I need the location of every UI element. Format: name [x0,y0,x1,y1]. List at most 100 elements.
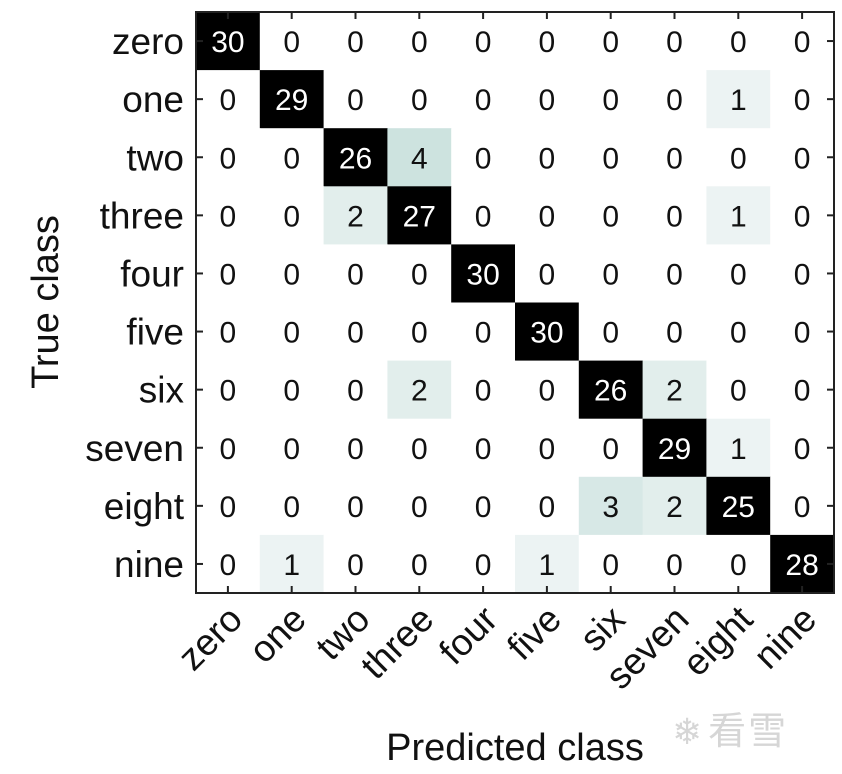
cell-value-label: 1 [730,84,747,117]
cell-value-label: 1 [730,433,747,466]
cell-value-label: 0 [347,375,364,408]
cell-value-label: 0 [475,433,492,466]
cell-value-label: 0 [539,142,556,175]
y-tick-label: seven [85,428,184,469]
heatmap-cell [706,302,771,362]
cell-value-label: 0 [730,26,747,59]
cell-value-label: 0 [730,375,747,408]
cell-value-label: 0 [794,433,811,466]
cell-value-label: 0 [411,26,428,59]
heatmap-cell [387,186,452,245]
heatmap-cell [706,128,771,187]
heatmap-cell [323,12,388,71]
cell-value-label: 0 [539,375,556,408]
cell-value-label: 1 [283,549,300,582]
cell-value-label: 0 [411,258,428,291]
heatmap-cell [451,128,516,187]
cell-value-label: 0 [220,375,237,408]
x-tick-label: eight [675,598,761,684]
cell-value-label: 0 [220,433,237,466]
cell-value-label: 0 [347,26,364,59]
cell-value-label: 0 [666,142,683,175]
cell-value-label: 0 [283,142,300,175]
heatmap-cell [387,12,452,71]
cell-value-label: 26 [339,142,372,175]
heatmap-cell [578,244,644,303]
cell-value-label: 0 [794,26,811,59]
heatmap-cell [387,244,452,303]
heatmap-cell [387,360,452,420]
cell-value-label: 0 [283,258,300,291]
heatmap-cell [259,128,325,187]
heatmap-cell [642,186,707,245]
snowflake-icon: ❄ [672,712,705,753]
cell-value-label: 0 [539,491,556,524]
heatmap-cell [323,534,388,594]
y-tick-label: three [100,195,184,236]
heatmap-cell [578,418,644,478]
heatmap-cell [515,128,580,187]
cell-value-label: 0 [794,200,811,233]
heatmap-cell [451,244,516,303]
heatmap-cell [323,302,388,362]
cell-value-label: 0 [602,317,619,350]
cell-value-label: 0 [475,549,492,582]
cell-value-label: 1 [730,200,747,233]
heatmap-cell [196,534,261,594]
cell-value-label: 26 [594,375,627,408]
cell-value-label: 0 [666,549,683,582]
heatmap-cell [451,12,516,71]
cell-value-label: 0 [411,433,428,466]
heatmap-cell [323,70,388,129]
heatmap-cell [387,128,452,187]
cell-value-label: 0 [539,258,556,291]
heatmap-cell [196,128,261,187]
heatmap-cell [259,476,325,536]
cell-value-label: 0 [730,142,747,175]
heatmap-cell [706,418,771,478]
heatmap-cell [387,302,452,362]
cell-value-label: 28 [785,549,818,582]
cell-value-label: 0 [347,317,364,350]
heatmap-cell [515,70,580,129]
cell-value-label: 0 [539,433,556,466]
plot-frame [195,11,835,594]
heatmap-cell [259,360,325,420]
y-tick-labels: zero one two three four five six seven eight nine [85,21,184,585]
heatmap-cell [642,70,707,129]
axis-ticks [196,12,834,593]
heatmap-cell [259,244,325,303]
heatmap-cell [196,70,261,129]
heatmap-cell [642,360,707,420]
heatmap-cell [642,128,707,187]
cell-value-label: 0 [475,491,492,524]
heatmap-cell [770,12,835,71]
heatmap-cell [642,534,707,594]
heatmap-cell [578,534,644,594]
cell-value-label: 0 [283,26,300,59]
heatmap-cell [578,360,644,420]
heatmap-cell [770,186,835,245]
cell-value-label: 0 [666,84,683,117]
heatmap-cell [770,476,835,536]
cell-value-label: 0 [602,258,619,291]
heatmap-cell [578,70,644,129]
heatmap-cell [323,360,388,420]
cell-value-label: 0 [730,258,747,291]
heatmap-cell [451,70,516,129]
cell-value-label: 0 [666,200,683,233]
cell-value-label: 3 [602,491,619,524]
cell-value-label: 0 [475,200,492,233]
heatmap-cell [259,418,325,478]
y-tick-label: five [126,312,184,353]
heatmap-cell [451,360,516,420]
x-tick-label: three [353,598,442,687]
cell-value-label: 0 [220,200,237,233]
cell-value-label: 0 [411,491,428,524]
heatmap-cell [259,70,325,129]
cell-value-label: 0 [539,26,556,59]
heatmap-cell [515,476,580,536]
y-tick-label: zero [112,21,184,62]
cell-value-label: 1 [539,549,556,582]
